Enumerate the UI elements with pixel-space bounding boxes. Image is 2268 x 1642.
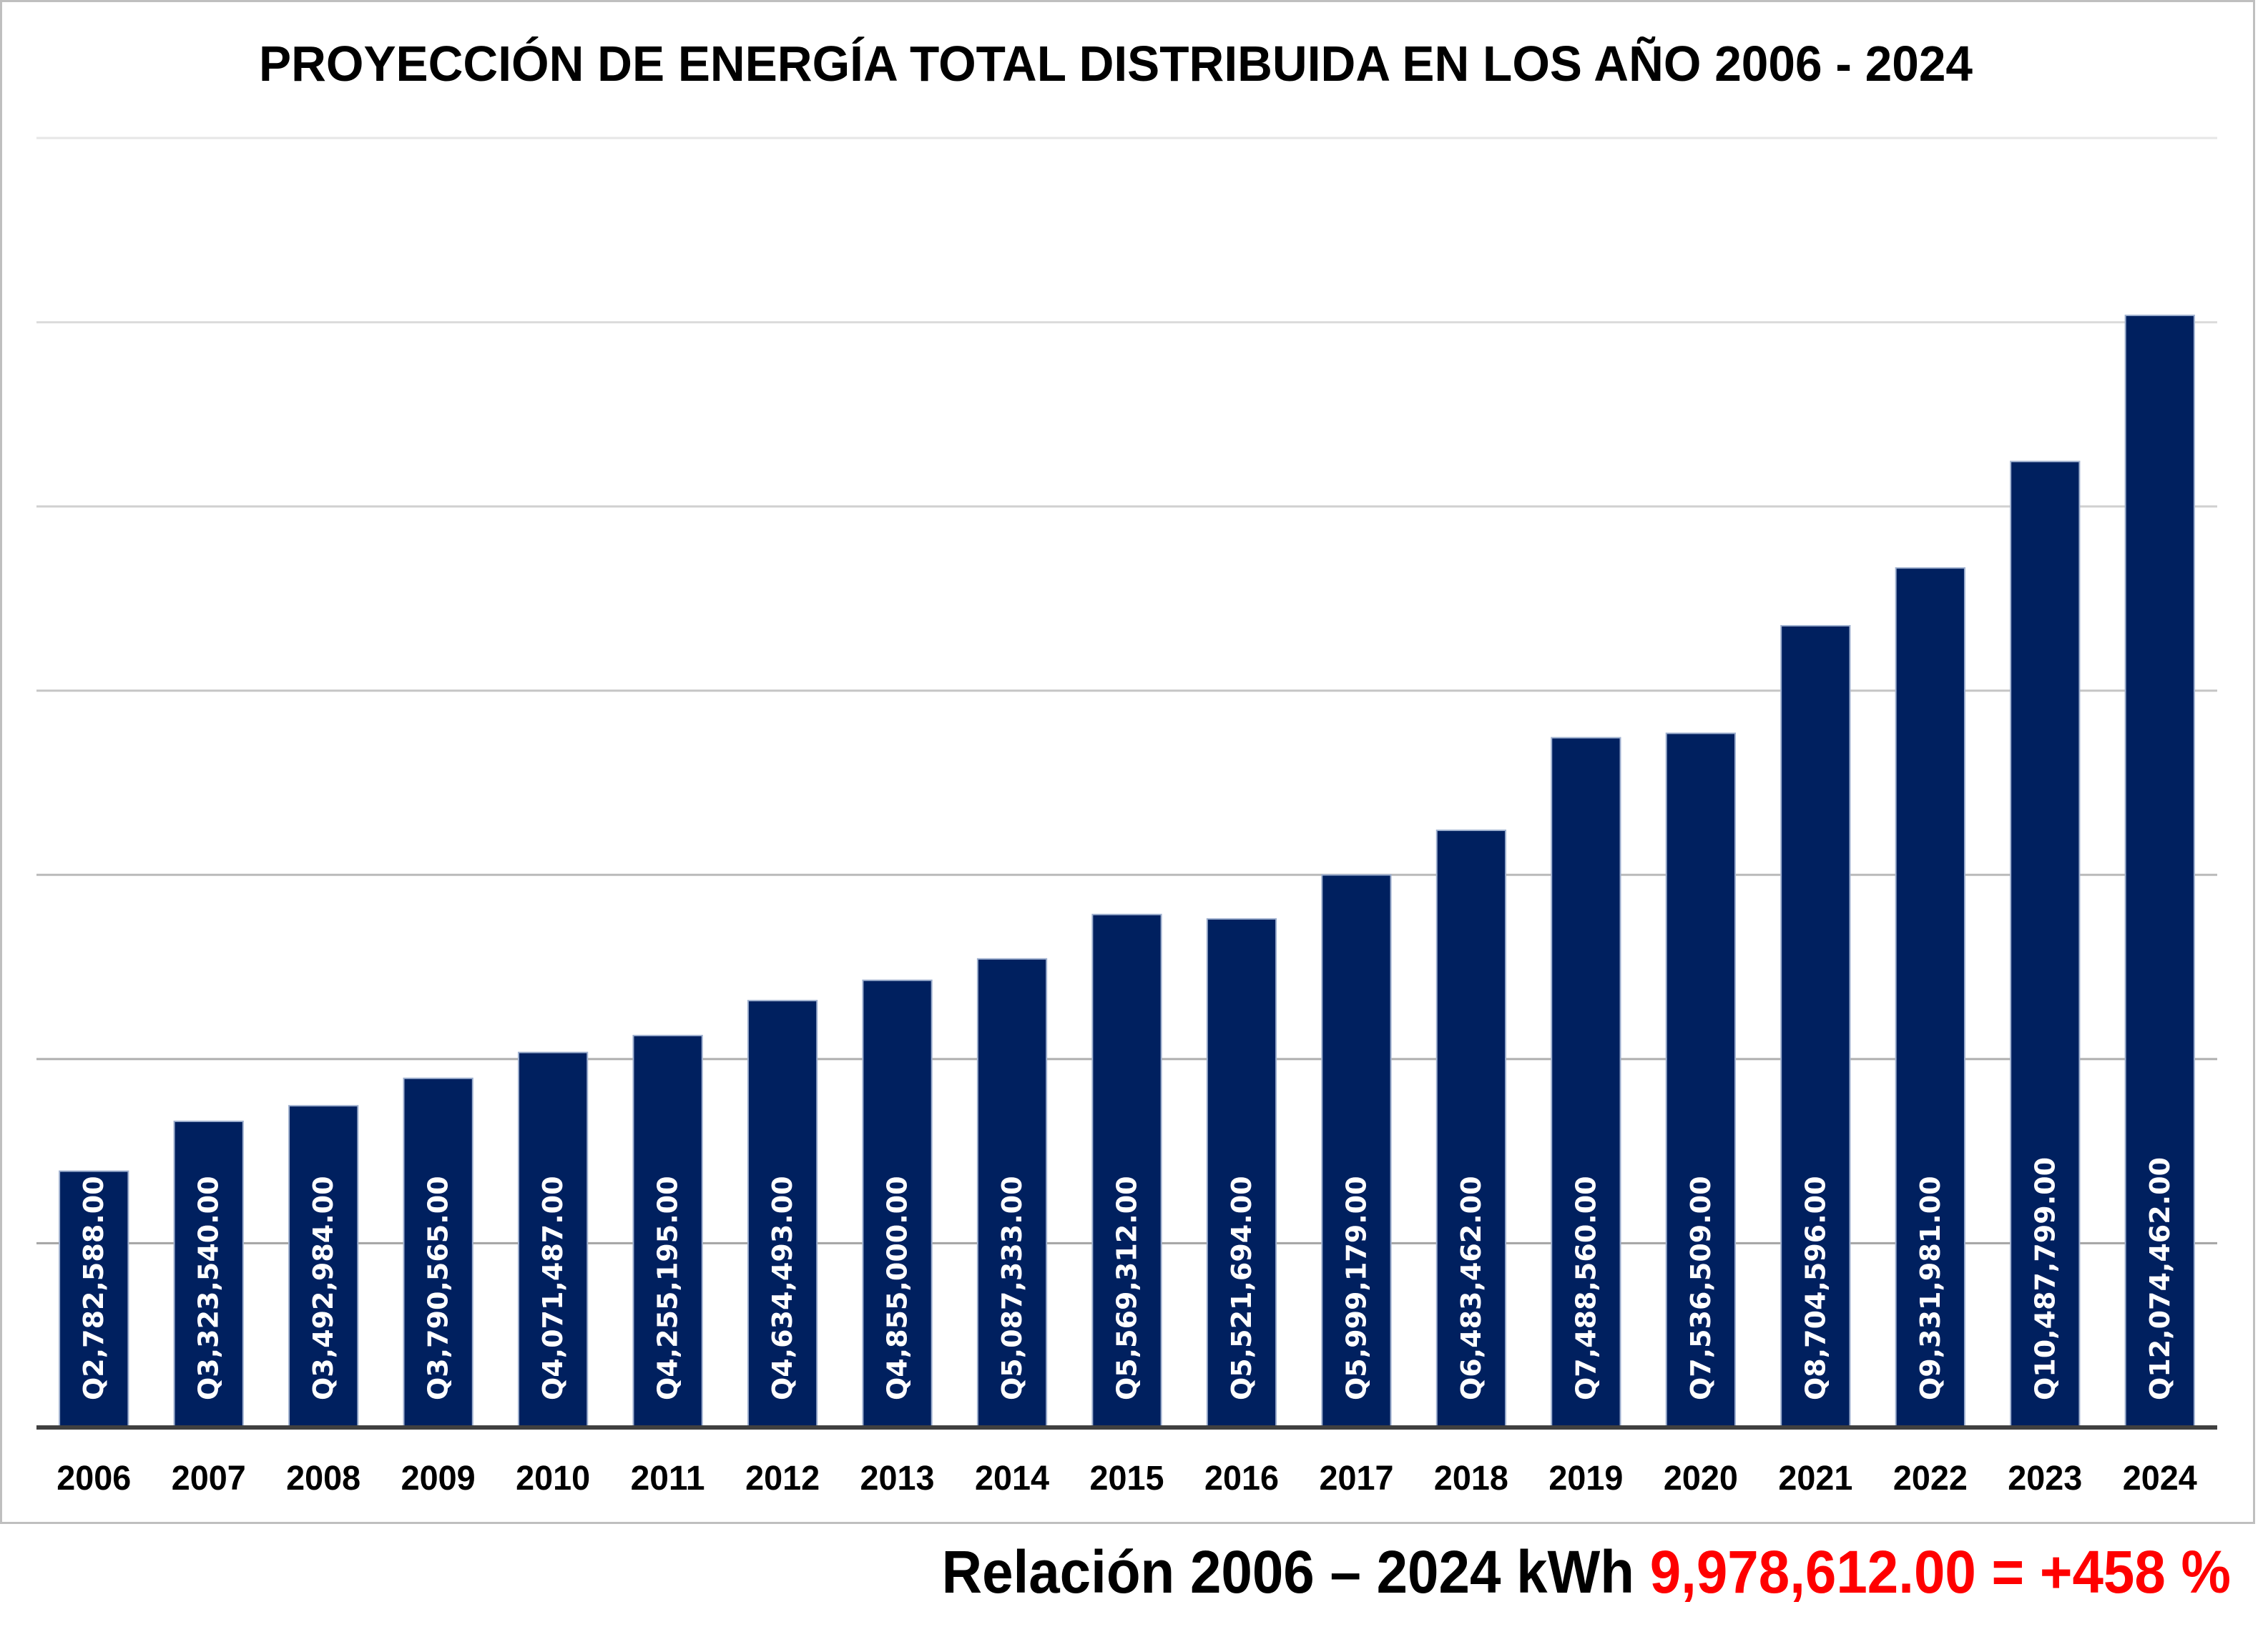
relation-prefix: Relación 2006 – 2024 kWh	[941, 1538, 1650, 1606]
bar-data-labels: Q2,782,588.00 Q3,323,540.00 Q3,492,984.00 Q…	[78, 1157, 2176, 1400]
x-tick-label: 2010	[516, 1460, 590, 1498]
bar-2010	[517, 1051, 589, 1428]
bar-data-label: Q4,634,493.00	[767, 1176, 798, 1400]
bar-2012	[747, 1000, 818, 1429]
bar-data-label: Q7,536,509.00	[1685, 1176, 1717, 1400]
bar-2015	[1091, 913, 1162, 1428]
x-tick-label: 2022	[1893, 1460, 1968, 1498]
bar-data-label: Q8,704,596.00	[1800, 1176, 1831, 1400]
bar-data-label: Q6,483,462.00	[1455, 1176, 1487, 1400]
bar-2008	[288, 1105, 359, 1428]
bar-data-label: Q7,488,560.00	[1570, 1176, 1601, 1400]
bar-data-label: Q3,790,565.00	[423, 1176, 454, 1400]
bar-data-label: Q4,071,487.00	[537, 1176, 569, 1400]
x-tick-label: 2018	[1434, 1460, 1508, 1498]
x-tick-label: 2006	[57, 1460, 131, 1498]
bar-data-label: Q3,323,540.00	[193, 1176, 225, 1400]
bar-2022	[1895, 567, 1965, 1428]
bar-data-label: Q4,255,195.00	[652, 1176, 684, 1400]
x-tick-label: 2014	[975, 1460, 1049, 1498]
x-tick-label: 2009	[401, 1460, 476, 1498]
bar-2020	[1665, 732, 1737, 1428]
relation-summary: Relación 2006 – 2024 kWh 9,978,612.00 = …	[942, 1536, 2231, 1608]
x-tick-label: 2007	[172, 1460, 246, 1498]
bar-2021	[1780, 624, 1851, 1428]
bar-data-label: Q2,782,588.00	[78, 1176, 109, 1400]
bar-data-label: Q5,521,694.00	[1226, 1176, 1257, 1400]
bar-data-label: Q9,331,981.00	[1915, 1176, 1946, 1400]
relation-highlight: 9,978,612.00 = +458 %	[1649, 1538, 2231, 1606]
gridlines	[36, 137, 2217, 1244]
x-tick-label: 2017	[1319, 1460, 1393, 1498]
bar-2023	[2010, 461, 2081, 1428]
bar-2011	[632, 1034, 703, 1428]
x-axis-tick-labels: 2006 2007 2008 2009 2010 2011 2012 2013 2014 2015…	[57, 1460, 2197, 1498]
bar-2019	[1551, 737, 1621, 1428]
bar-data-label: Q5,999,179.00	[1340, 1176, 1372, 1400]
bars	[59, 314, 2195, 1429]
bar-2009	[403, 1077, 473, 1428]
bar-data-label: Q5,087,333.00	[996, 1176, 1028, 1400]
bar-data-label: Q12,074,462.00	[2144, 1157, 2176, 1400]
bar-data-label: Q10,487,799.00	[2029, 1157, 2061, 1400]
x-tick-label: 2015	[1090, 1460, 1164, 1498]
x-tick-label: 2013	[860, 1460, 935, 1498]
x-tick-label: 2023	[2008, 1460, 2082, 1498]
x-tick-label: 2016	[1204, 1460, 1279, 1498]
bar-2016	[1206, 918, 1277, 1428]
bar-2018	[1435, 830, 1507, 1428]
bar-2007	[173, 1120, 244, 1429]
bar-data-label: Q4,855,000.00	[882, 1176, 913, 1400]
x-tick-label: 2012	[745, 1460, 820, 1498]
bar-2014	[976, 958, 1048, 1429]
x-tick-label: 2011	[631, 1460, 705, 1498]
bar-data-label: Q5,569,312.00	[1111, 1176, 1143, 1400]
x-tick-label: 2019	[1548, 1460, 1623, 1498]
x-tick-label: 2021	[1778, 1460, 1852, 1498]
x-tick-label: 2020	[1664, 1460, 1738, 1498]
bar-data-label: Q3,492,984.00	[308, 1176, 339, 1400]
bar-2024	[2124, 314, 2195, 1428]
chart-title: PROYECCIÓN DE ENERGÍA TOTAL DISTRIBUIDA …	[259, 36, 1973, 92]
x-tick-label: 2024	[2123, 1460, 2197, 1498]
bar-2006	[59, 1170, 129, 1429]
x-tick-label: 2008	[286, 1460, 360, 1498]
bar-2017	[1321, 874, 1392, 1429]
